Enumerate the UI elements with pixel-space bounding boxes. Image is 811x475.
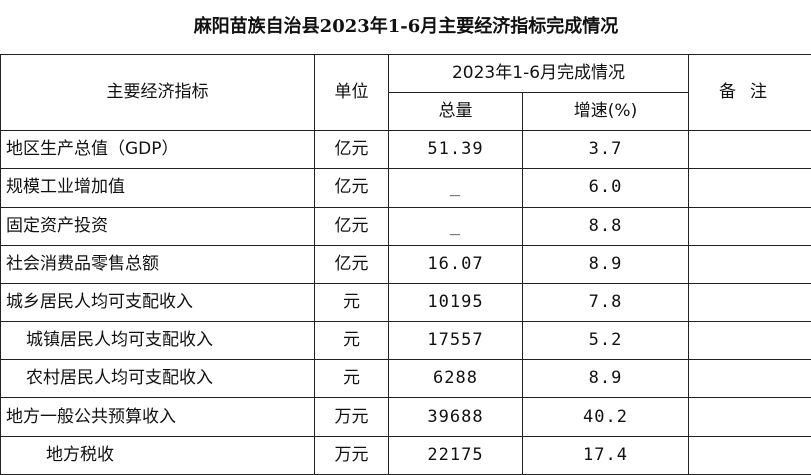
- indicator-name: 地方一般公共预算收入: [0, 397, 315, 437]
- total-cell: 6288: [388, 359, 523, 399]
- growth-cell: 8.9: [522, 359, 689, 399]
- indicator-name: 社会消费品零售总额: [0, 244, 315, 284]
- growth-cell: 6.0: [522, 168, 689, 208]
- total-cell: 39688: [388, 397, 523, 437]
- table-row: 规模工业增加值 亿元 _ 6.0: [0, 168, 811, 208]
- unit-cell: 元: [314, 359, 389, 399]
- note-cell: [687, 435, 811, 475]
- note-cell: [687, 321, 811, 361]
- header-row-2: 总量 增速(%): [1, 91, 811, 132]
- growth-cell: 17.4: [522, 435, 689, 475]
- unit-cell: 元: [314, 321, 389, 361]
- table-row: 农村居民人均可支配收入 元 6288 8.9: [0, 359, 811, 399]
- unit-cell: 元: [314, 282, 389, 323]
- indicator-name: 地区生产总值（GDP）: [0, 130, 315, 170]
- total-cell: 17557: [388, 321, 523, 361]
- unit-cell: 亿元: [314, 206, 389, 246]
- unit-cell: 亿元: [314, 168, 389, 208]
- indicator-name: 固定资产投资: [0, 206, 315, 246]
- note-cell: [687, 244, 811, 284]
- header-row-1: 主要经济指标 单位 2023年1-6月完成情况 备注: [0, 53, 811, 132]
- page-title: 麻阳苗族自治县2023年1-6月主要经济指标完成情况: [0, 0, 811, 55]
- total-cell: _: [388, 168, 523, 208]
- note-cell: [687, 168, 811, 208]
- total-cell: 16.07: [388, 244, 523, 284]
- note-cell: [687, 206, 811, 246]
- header-period: 2023年1-6月完成情况: [388, 53, 689, 93]
- indicator-name: 农村居民人均可支配收入: [0, 359, 315, 399]
- growth-cell: 5.2: [522, 321, 689, 361]
- total-cell: 22175: [388, 435, 523, 475]
- table-row: 城乡居民人均可支配收入 元 10195 7.8: [0, 282, 811, 323]
- header-unit: 单位: [314, 53, 389, 132]
- header-note: 备注: [687, 53, 811, 132]
- growth-cell: 7.8: [522, 282, 689, 323]
- unit-cell: 亿元: [314, 130, 389, 170]
- table-row: 地区生产总值（GDP） 亿元 51.39 3.7: [0, 130, 811, 170]
- table-row: 固定资产投资 亿元 _ 8.8: [0, 206, 811, 246]
- note-cell: [687, 359, 811, 399]
- unit-cell: 万元: [314, 397, 389, 437]
- title-row: 麻阳苗族自治县2023年1-6月主要经济指标完成情况: [0, 0, 811, 55]
- indicator-name: 规模工业增加值: [0, 168, 315, 208]
- note-cell: [687, 397, 811, 437]
- note-cell: [687, 282, 811, 323]
- total-cell: 51.39: [388, 130, 523, 170]
- growth-cell: 40.2: [522, 397, 689, 437]
- table-row: 社会消费品零售总额 亿元 16.07 8.9: [0, 244, 811, 284]
- growth-cell: 8.9: [522, 244, 689, 284]
- header-indicator: 主要经济指标: [0, 53, 315, 132]
- indicator-name: 城镇居民人均可支配收入: [0, 321, 315, 361]
- table-row: 地方一般公共预算收入 万元 39688 40.2: [0, 397, 811, 437]
- note-cell: [687, 130, 811, 170]
- header-growth: 增速(%): [522, 91, 689, 132]
- indicator-name: 地方税收: [0, 435, 315, 475]
- total-cell: 10195: [388, 282, 523, 323]
- header-total: 总量: [388, 91, 523, 132]
- indicator-name: 城乡居民人均可支配收入: [0, 282, 315, 323]
- unit-cell: 亿元: [314, 244, 389, 284]
- total-cell: _: [388, 206, 523, 246]
- growth-cell: 3.7: [522, 130, 689, 170]
- unit-cell: 万元: [314, 435, 389, 475]
- growth-cell: 8.8: [522, 206, 689, 246]
- table-row: 城镇居民人均可支配收入 元 17557 5.2: [0, 321, 811, 361]
- table-row: 地方税收 万元 22175 17.4: [0, 435, 811, 475]
